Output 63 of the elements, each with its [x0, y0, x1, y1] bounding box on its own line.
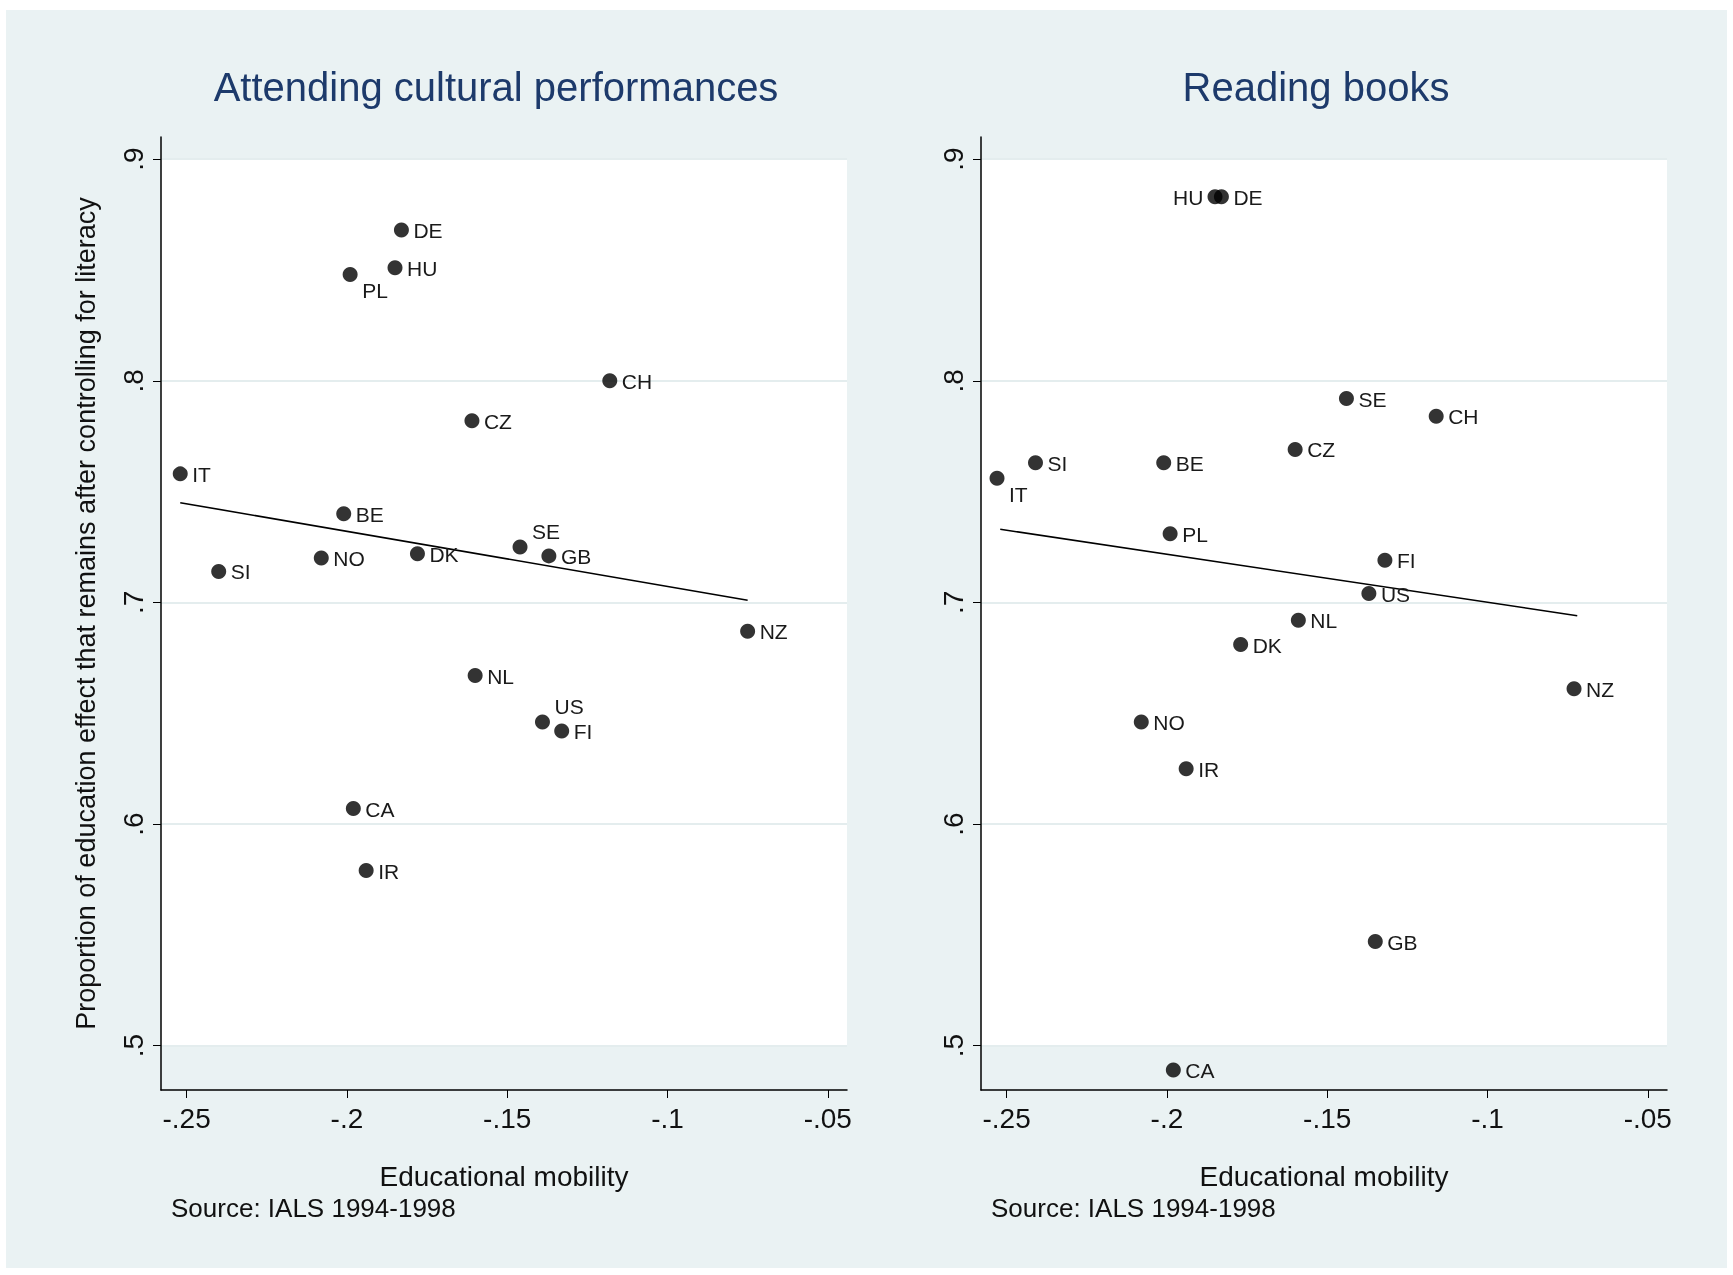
- annotation: HU: [1173, 185, 1204, 209]
- x-axis-title: Educational mobility: [379, 1160, 629, 1192]
- annotation: SE: [1358, 387, 1387, 411]
- annotation: PL: [362, 279, 388, 303]
- annotation: FI: [573, 719, 593, 743]
- annotation: IT: [192, 462, 212, 486]
- x-tick-label: -.05: [1623, 1102, 1672, 1134]
- y-tick-label: .7: [937, 590, 969, 615]
- x-tick-label: -.15: [1303, 1102, 1352, 1134]
- annotation: SI: [1047, 451, 1068, 475]
- annotation: DK: [429, 542, 459, 566]
- annotation: GB: [560, 544, 592, 568]
- y-tick-label: .5: [117, 1033, 149, 1058]
- x-tick-label: -.25: [982, 1102, 1031, 1134]
- y-tick-label: .6: [937, 812, 969, 836]
- y-axis-title: Proportion of education effect that remains after controlling for literacy: [70, 196, 101, 1030]
- annotation: PL: [1182, 522, 1208, 546]
- y-tick-label: .9: [937, 147, 969, 171]
- x-tick-label: -.2: [330, 1102, 364, 1134]
- annotation: NL: [487, 664, 515, 688]
- annotation: NO: [1153, 711, 1185, 735]
- x-tick-label: -.15: [483, 1102, 532, 1134]
- y-tick-label: .8: [117, 369, 149, 393]
- y-tick-label: .5: [937, 1033, 969, 1058]
- annotation: US: [554, 695, 584, 719]
- annotation: NZ: [759, 620, 788, 644]
- annotation: NL: [1310, 609, 1338, 633]
- x-tick-label: -.2: [1150, 1102, 1184, 1134]
- y-tick-label: .8: [937, 369, 969, 393]
- annotation: BE: [1175, 451, 1204, 475]
- x-tick-label: -.1: [1471, 1102, 1504, 1134]
- chart-title: Reading books: [1182, 65, 1450, 109]
- annotation: NZ: [1586, 677, 1615, 701]
- source-note: Source: IALS 1994-1998: [991, 1193, 1276, 1223]
- annotation: IR: [1198, 757, 1220, 781]
- annotation: HU: [407, 256, 438, 280]
- chart-title: Attending cultural performances: [213, 65, 779, 109]
- annotation: DK: [1252, 633, 1282, 657]
- annotation: CZ: [483, 409, 513, 433]
- x-axis-title: Educational mobility: [1199, 1160, 1449, 1192]
- annotation: GB: [1387, 930, 1418, 954]
- y-tick-label: .6: [117, 812, 149, 836]
- x-tick-label: -.1: [651, 1102, 684, 1134]
- source-note: Source: IALS 1994-1998: [171, 1193, 456, 1223]
- annotation: NO: [333, 547, 365, 571]
- y-tick-label: .7: [117, 590, 149, 615]
- annotation: CA: [365, 797, 395, 821]
- annotation: CH: [621, 369, 653, 393]
- annotation: SE: [532, 520, 561, 544]
- x-tick-label: -.05: [803, 1102, 852, 1134]
- y-tick-label: .9: [117, 147, 149, 171]
- x-tick-label: -.25: [162, 1102, 211, 1134]
- annotation: BE: [355, 502, 384, 526]
- annotation: FI: [1396, 549, 1416, 573]
- annotation: DE: [413, 219, 443, 243]
- annotation: DE: [1233, 185, 1263, 209]
- annotation: CZ: [1307, 438, 1336, 462]
- annotation: IR: [378, 859, 400, 883]
- annotation: CA: [1185, 1059, 1215, 1083]
- annotation: CH: [1448, 405, 1479, 429]
- annotation: US: [1380, 582, 1411, 606]
- annotation: IT: [1009, 483, 1028, 507]
- annotation: SI: [230, 560, 251, 584]
